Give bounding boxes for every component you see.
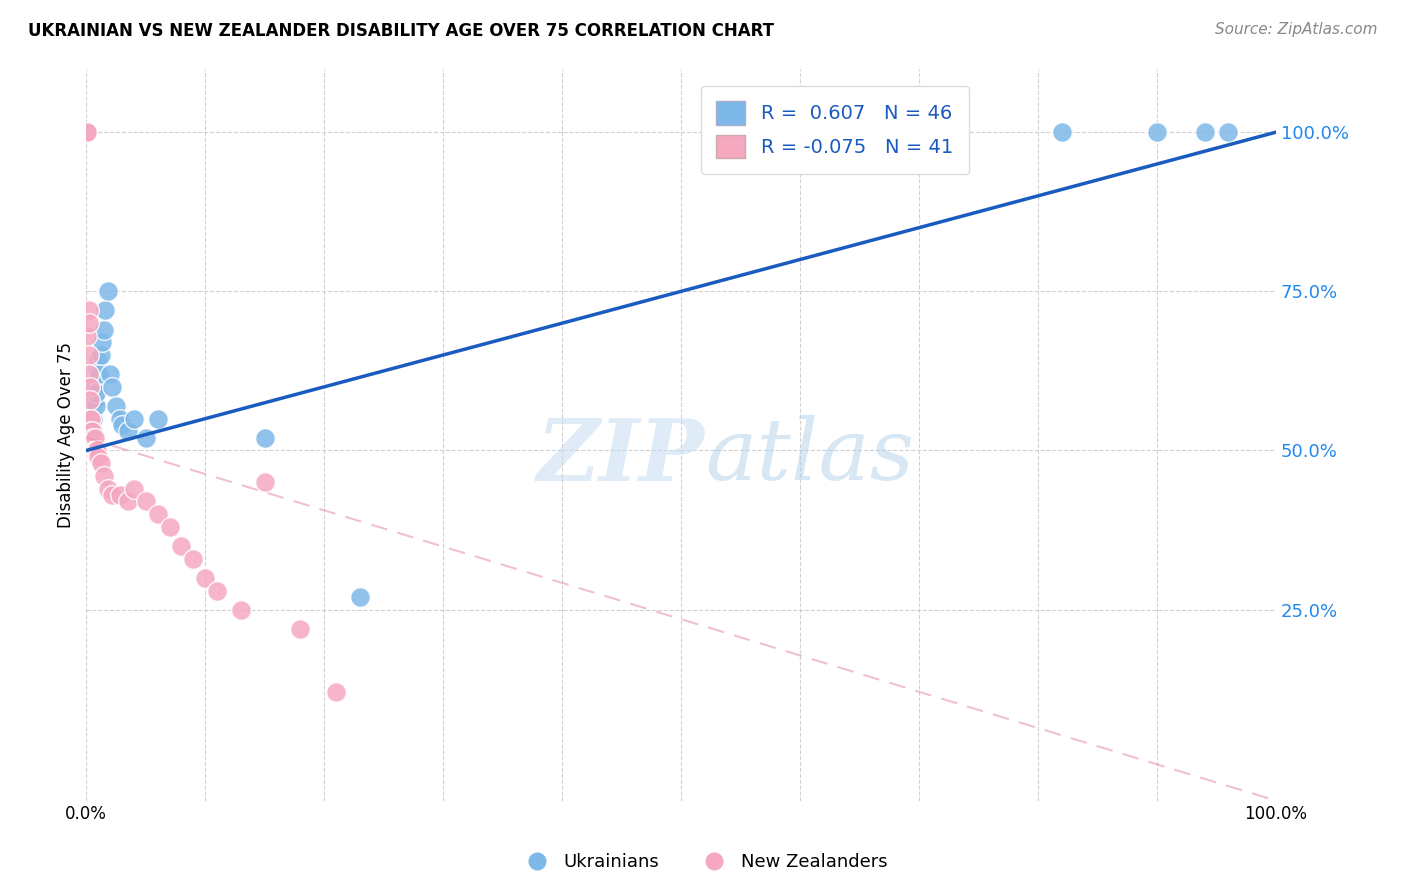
Point [93, 322, 115, 336]
Point [1218, 125, 1240, 139]
Point [105, 399, 128, 413]
Point [253, 431, 276, 445]
Point [86, 443, 108, 458]
Point [135, 431, 157, 445]
Point [76, 125, 98, 139]
Point [83, 392, 105, 407]
Legend: Ukrainians, New Zealanders: Ukrainians, New Zealanders [512, 847, 894, 879]
Point [146, 411, 169, 425]
Point [82, 425, 104, 439]
Point [79, 411, 101, 425]
Point [97, 482, 120, 496]
Point [1194, 125, 1216, 139]
Point [76, 437, 98, 451]
Point [170, 539, 193, 553]
Point [90, 335, 112, 350]
Point [76, 443, 98, 458]
Point [80, 431, 103, 445]
Point [82, 443, 104, 458]
Point [77, 443, 100, 458]
Point [80, 411, 103, 425]
Point [87, 450, 110, 464]
Point [77, 437, 100, 451]
Point [82, 425, 104, 439]
Point [159, 520, 181, 534]
Point [349, 590, 371, 604]
Point [205, 583, 228, 598]
Point [117, 425, 139, 439]
Point [80, 417, 103, 432]
Point [82, 411, 104, 425]
Y-axis label: Disability Age Over 75: Disability Age Over 75 [58, 342, 75, 527]
Point [89, 367, 111, 381]
Point [111, 417, 134, 432]
Point [79, 392, 101, 407]
Point [90, 456, 112, 470]
Point [84, 399, 107, 413]
Point [76, 125, 98, 139]
Point [122, 411, 145, 425]
Point [117, 494, 139, 508]
Point [83, 431, 105, 445]
Point [1146, 125, 1168, 139]
Point [84, 443, 107, 458]
Point [98, 367, 121, 381]
Point [83, 380, 105, 394]
Point [79, 425, 101, 439]
Text: Source: ZipAtlas.com: Source: ZipAtlas.com [1215, 22, 1378, 37]
Point [77, 303, 100, 318]
Point [80, 411, 103, 425]
Point [82, 443, 104, 458]
Point [79, 380, 101, 394]
Point [84, 386, 107, 401]
Point [108, 411, 131, 425]
Point [229, 602, 252, 616]
Point [253, 475, 276, 490]
Point [108, 488, 131, 502]
Point [80, 443, 103, 458]
Point [77, 367, 100, 381]
Text: ZIP: ZIP [537, 415, 704, 499]
Point [82, 425, 104, 439]
Point [122, 482, 145, 496]
Point [80, 425, 103, 439]
Legend: R =  0.607   N = 46, R = -0.075   N = 41: R = 0.607 N = 46, R = -0.075 N = 41 [700, 86, 969, 174]
Point [77, 316, 100, 330]
Point [82, 431, 104, 445]
Point [146, 507, 169, 521]
Point [80, 425, 103, 439]
Point [82, 411, 104, 425]
Point [1050, 125, 1073, 139]
Point [79, 417, 101, 432]
Point [135, 494, 157, 508]
Point [194, 571, 217, 585]
Point [87, 354, 110, 368]
Point [82, 405, 104, 419]
Point [82, 399, 104, 413]
Point [76, 329, 98, 343]
Point [101, 488, 124, 502]
Point [97, 285, 120, 299]
Point [90, 348, 112, 362]
Point [290, 622, 312, 636]
Point [101, 380, 124, 394]
Point [93, 469, 115, 483]
Point [83, 443, 105, 458]
Text: atlas: atlas [704, 415, 914, 498]
Point [183, 551, 205, 566]
Text: UKRAINIAN VS NEW ZEALANDER DISABILITY AGE OVER 75 CORRELATION CHART: UKRAINIAN VS NEW ZEALANDER DISABILITY AG… [28, 22, 775, 40]
Point [77, 348, 100, 362]
Point [79, 431, 101, 445]
Point [77, 431, 100, 445]
Point [325, 685, 347, 699]
Point [80, 437, 103, 451]
Point [86, 360, 108, 375]
Point [79, 443, 101, 458]
Point [94, 303, 117, 318]
